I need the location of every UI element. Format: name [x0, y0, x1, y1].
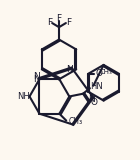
Text: O: O — [95, 69, 102, 78]
Text: NH: NH — [17, 92, 30, 101]
Text: HN: HN — [91, 82, 103, 91]
Text: N: N — [88, 95, 95, 104]
Text: CH₃: CH₃ — [69, 117, 83, 126]
Text: N: N — [66, 65, 73, 74]
Text: N: N — [33, 75, 40, 84]
Text: CH₃: CH₃ — [100, 69, 113, 75]
Text: F: F — [66, 18, 71, 27]
Text: N: N — [33, 72, 40, 81]
Text: F: F — [56, 14, 62, 23]
Text: F: F — [47, 18, 52, 27]
Text: O: O — [91, 98, 98, 107]
